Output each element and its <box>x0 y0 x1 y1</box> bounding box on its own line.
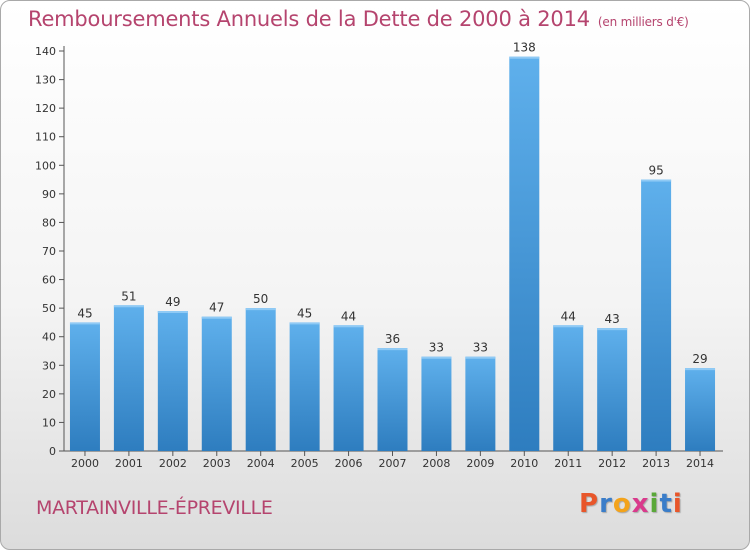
bar-2008 <box>421 356 452 451</box>
x-tick-label-2002: 2002 <box>159 457 187 470</box>
bar-2004 <box>245 308 276 451</box>
bar-2013 <box>641 179 672 452</box>
x-tick-label-2007: 2007 <box>379 457 407 470</box>
y-tick-label: 0 <box>49 445 56 458</box>
y-tick-label: 130 <box>35 74 56 87</box>
value-label-2011: 44 <box>561 309 576 323</box>
x-tick-label-2008: 2008 <box>422 457 450 470</box>
y-tick-label: 40 <box>42 331 56 344</box>
y-tick-label: 110 <box>35 131 56 144</box>
bar-2006 <box>333 325 364 451</box>
bar-top-highlight <box>377 348 408 351</box>
bar-top-highlight <box>597 328 628 331</box>
x-tick-label-2003: 2003 <box>203 457 231 470</box>
chart-title-unit: (en milliers d'€) <box>597 15 689 29</box>
logo-letter: r <box>599 489 613 519</box>
value-label-2007: 36 <box>385 332 400 346</box>
location-name: MARTAINVILLE-ÉPREVILLE <box>36 497 273 519</box>
logo-letter: i <box>672 489 683 519</box>
logo-letter: i <box>649 489 660 519</box>
y-tick-label: 100 <box>35 159 56 172</box>
bar-top-highlight <box>553 325 584 328</box>
value-label-2002: 49 <box>165 295 180 309</box>
bar-top-highlight <box>289 322 320 325</box>
chart-title: Remboursements Annuels de la Dette de 20… <box>28 7 689 31</box>
value-label-2006: 44 <box>341 309 356 323</box>
proxiti-logo: Proxiti <box>579 489 683 519</box>
bar-top-highlight <box>641 179 672 182</box>
bar-2002 <box>157 311 188 451</box>
bar-top-highlight <box>113 305 144 308</box>
bar-top-highlight <box>201 316 232 319</box>
x-tick-label-2013: 2013 <box>642 457 670 470</box>
bar-2003 <box>201 316 232 451</box>
y-tick-label: 70 <box>42 245 56 258</box>
bar-2014 <box>685 368 716 451</box>
y-tick-label: 20 <box>42 388 56 401</box>
bar-top-highlight <box>685 368 716 371</box>
bar-2009 <box>465 356 496 451</box>
value-label-2009: 33 <box>473 341 488 355</box>
y-tick-label: 120 <box>35 102 56 115</box>
bar-2000 <box>69 322 100 451</box>
x-tick-label-2004: 2004 <box>247 457 275 470</box>
bar-2012 <box>597 328 628 451</box>
y-tick-label: 90 <box>42 188 56 201</box>
bar-2005 <box>289 322 320 451</box>
x-tick-label-2010: 2010 <box>510 457 538 470</box>
logo-letter: o <box>612 489 632 519</box>
value-label-2014: 29 <box>692 352 707 366</box>
y-tick-label: 60 <box>42 274 56 287</box>
bars: 45 51 49 47 50 45 44 36 33 33 138 44 43 95 29 <box>69 41 716 452</box>
bar-top-highlight <box>509 56 540 59</box>
bar-top-highlight <box>421 356 452 359</box>
y-tick-label: 10 <box>42 416 56 429</box>
bar-top-highlight <box>465 356 496 359</box>
x-tick-label-2000: 2000 <box>71 457 99 470</box>
logo-letter: x <box>631 489 650 519</box>
bar-2001 <box>113 305 144 451</box>
x-tick-label-2005: 2005 <box>291 457 319 470</box>
y-tick-label: 50 <box>42 302 56 315</box>
value-label-2000: 45 <box>77 306 92 320</box>
logo-letter: t <box>659 489 673 519</box>
bar-2007 <box>377 348 408 451</box>
value-label-2004: 50 <box>253 292 268 306</box>
value-label-2003: 47 <box>209 301 224 315</box>
x-tick-label-2012: 2012 <box>598 457 626 470</box>
value-label-2010: 138 <box>513 41 536 55</box>
y-tick-label: 30 <box>42 359 56 372</box>
axes: 0 10 20 30 40 50 60 70 80 90 100 110 120 130 140 2000 20… <box>35 45 723 470</box>
x-tick-label-2006: 2006 <box>335 457 363 470</box>
bar-top-highlight <box>245 308 276 311</box>
y-tick-label: 80 <box>42 216 56 229</box>
value-label-2001: 51 <box>121 289 136 303</box>
logo-letter: P <box>579 489 600 519</box>
x-tick-label-2009: 2009 <box>466 457 494 470</box>
value-label-2005: 45 <box>297 306 312 320</box>
bar-2010 <box>509 56 540 451</box>
bar-top-highlight <box>333 325 364 328</box>
value-label-2012: 43 <box>605 312 620 326</box>
bar-top-highlight <box>69 322 100 325</box>
value-label-2008: 33 <box>429 341 444 355</box>
bar-2011 <box>553 325 584 451</box>
x-tick-label-2014: 2014 <box>686 457 714 470</box>
chart-title-text: Remboursements Annuels de la Dette de 20… <box>28 7 590 31</box>
x-tick-label-2011: 2011 <box>554 457 582 470</box>
y-tick-label: 140 <box>35 45 56 58</box>
bar-top-highlight <box>157 311 188 313</box>
value-label-2013: 95 <box>648 164 663 178</box>
x-tick-label-2001: 2001 <box>115 457 143 470</box>
